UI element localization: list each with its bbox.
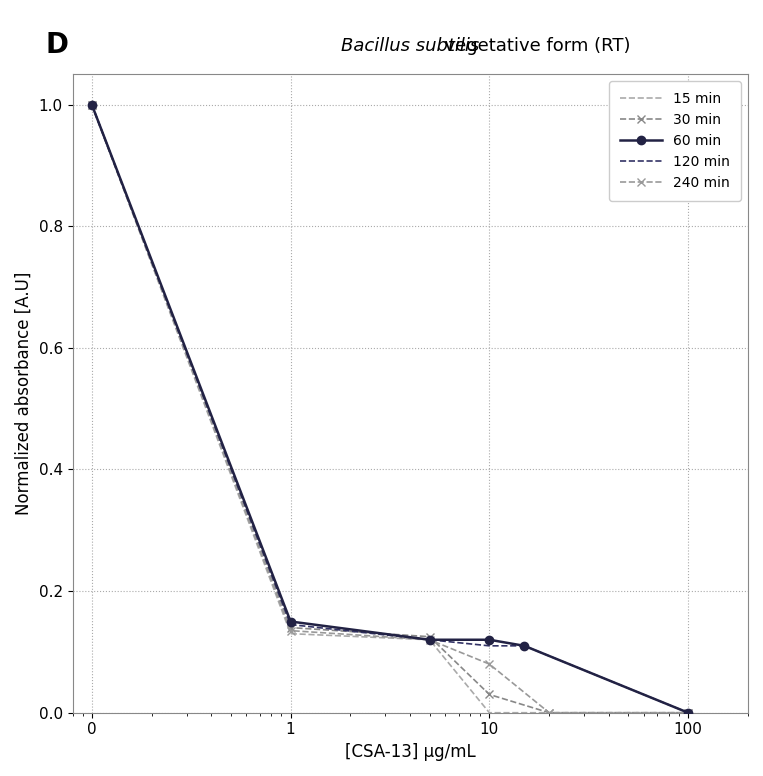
- Line: 15 min: 15 min: [92, 105, 688, 712]
- 240 min: [87, 100, 96, 109]
- Line: 60 min: 60 min: [88, 100, 692, 717]
- 30 min: [485, 690, 494, 699]
- 60 min: [286, 617, 295, 626]
- 60 min: [87, 100, 96, 109]
- 120 min: [87, 100, 96, 109]
- Text: vegetative form (RT): vegetative form (RT): [433, 37, 630, 55]
- 15 min: [87, 100, 96, 109]
- Text: Bacillus subtilis: Bacillus subtilis: [341, 37, 479, 55]
- 15 min: [684, 708, 693, 717]
- 240 min: [425, 635, 434, 644]
- Line: 240 min: 240 min: [88, 100, 692, 717]
- 240 min: [286, 626, 295, 636]
- 120 min: [485, 641, 494, 650]
- 240 min: [545, 708, 554, 717]
- Line: 120 min: 120 min: [92, 105, 688, 712]
- 120 min: [520, 641, 529, 650]
- 30 min: [684, 708, 693, 717]
- 60 min: [520, 641, 529, 650]
- X-axis label: [CSA-13] μg/mL: [CSA-13] μg/mL: [345, 743, 475, 761]
- Y-axis label: Normalized absorbance [A.U]: Normalized absorbance [A.U]: [15, 272, 33, 515]
- 15 min: [485, 708, 494, 717]
- Legend: 15 min, 30 min, 60 min, 120 min, 240 min: 15 min, 30 min, 60 min, 120 min, 240 min: [609, 81, 741, 201]
- Text: D: D: [46, 31, 69, 59]
- 15 min: [425, 635, 434, 644]
- 30 min: [425, 632, 434, 642]
- 120 min: [425, 635, 434, 644]
- 120 min: [684, 708, 693, 717]
- 240 min: [684, 708, 693, 717]
- 60 min: [425, 635, 434, 644]
- 15 min: [545, 708, 554, 717]
- 30 min: [286, 623, 295, 632]
- 120 min: [286, 620, 295, 629]
- 240 min: [485, 660, 494, 669]
- 30 min: [545, 708, 554, 717]
- 15 min: [286, 629, 295, 639]
- 60 min: [485, 635, 494, 644]
- 30 min: [87, 100, 96, 109]
- 60 min: [684, 708, 693, 717]
- Line: 30 min: 30 min: [88, 100, 692, 717]
